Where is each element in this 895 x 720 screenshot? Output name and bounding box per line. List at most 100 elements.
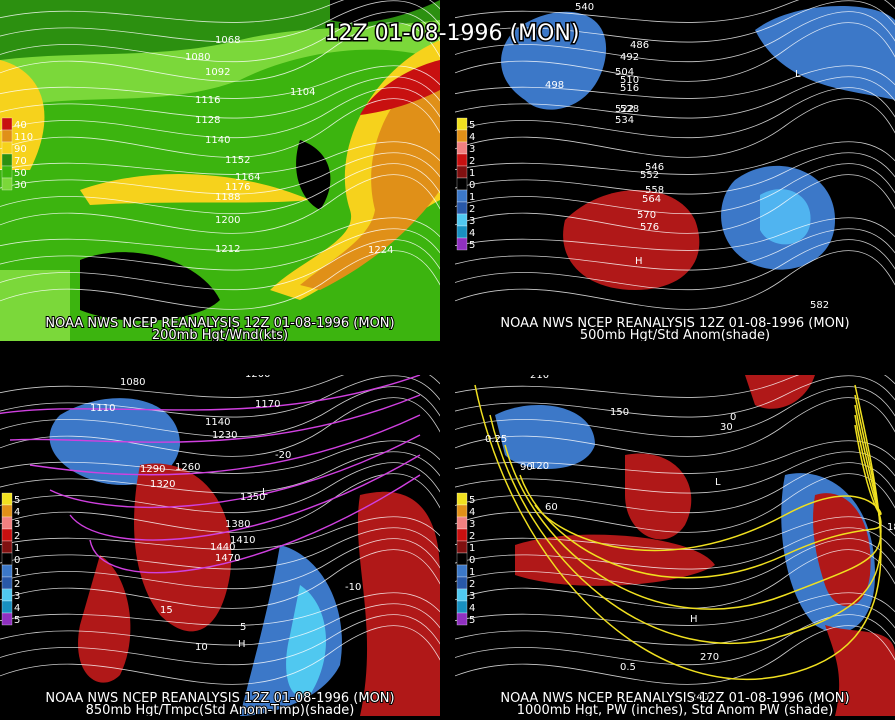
- legend-label: 5: [14, 495, 20, 506]
- contour-line: [0, 592, 440, 626]
- contour-line: [0, 76, 440, 119]
- contour-line: [0, 538, 440, 590]
- legend-swatch: [456, 177, 468, 191]
- contour-label: 1110: [90, 403, 115, 414]
- panel-source: NOAA NWS NCEP REANALYSIS 12Z 01-08-1996 …: [45, 316, 394, 331]
- contour-line: [0, 239, 440, 291]
- legend-label: 5: [469, 120, 475, 131]
- legend-label: 4: [14, 507, 20, 518]
- contour-line: [0, 65, 440, 99]
- legend-label: 40: [14, 120, 27, 131]
- panel-source: NOAA NWS NCEP REANALYSIS 12Z 01-08-1996 …: [45, 691, 394, 706]
- legend-swatch: [456, 552, 468, 566]
- contour-label: 528: [620, 104, 639, 115]
- isotherm: [29, 414, 421, 476]
- contour-label: 1440: [210, 542, 235, 553]
- legend-swatch: [456, 189, 468, 203]
- contour-line: [0, 152, 440, 195]
- contour-label: H: [238, 639, 246, 650]
- contour-label: 582: [810, 300, 829, 311]
- contour-label: L: [262, 487, 268, 498]
- contour-line: [455, 386, 895, 438]
- contour-line: [455, 527, 895, 570]
- contour-label: 534: [615, 115, 634, 126]
- pw-contour: [534, 424, 882, 552]
- legend-swatch: [1, 540, 13, 554]
- legend-swatch: [456, 600, 468, 614]
- legend-label: 2: [14, 579, 20, 590]
- isotherm: [89, 474, 421, 574]
- isotherm: [0, 375, 421, 415]
- contour-line: [0, 516, 440, 550]
- legend-label: 5: [469, 495, 475, 506]
- contour-label: 1080: [120, 377, 145, 388]
- legend-label: 1: [469, 543, 475, 554]
- legend-swatch: [456, 165, 468, 179]
- contour-line: [0, 217, 440, 251]
- contour-label: 1200: [245, 369, 270, 380]
- legend-label: 0: [469, 180, 475, 191]
- legend-swatch: [1, 165, 13, 179]
- legend-label: 4: [469, 603, 475, 614]
- contour-label: 1068: [215, 35, 240, 46]
- contour-line: [0, 141, 440, 175]
- legend-swatch: [456, 237, 468, 251]
- contour-label: 1350: [240, 492, 265, 503]
- contour-line: [0, 549, 440, 609]
- legend-label: 90: [14, 144, 27, 155]
- contour-label: 120: [530, 461, 549, 472]
- legend-swatch: [456, 576, 468, 590]
- legend-label: 1: [469, 192, 475, 203]
- legend-swatch: [456, 213, 468, 227]
- legend-label: 4: [469, 507, 475, 518]
- contour-label: L: [795, 69, 801, 80]
- contour-label: 1410: [230, 535, 255, 546]
- contour-line: [455, 87, 895, 139]
- legend-label: 4: [14, 603, 20, 614]
- legend-swatch: [456, 117, 468, 131]
- legend-swatch: [456, 201, 468, 215]
- contour-label: 510: [620, 75, 639, 86]
- legend-swatch: [1, 612, 13, 626]
- legend-label: 70: [14, 156, 27, 167]
- contour-label: 516: [620, 83, 639, 94]
- contour-label: -20: [275, 450, 291, 461]
- legend-swatch: [1, 504, 13, 518]
- contour-label: H: [690, 614, 698, 625]
- panel-850mb: 5432101234510801110114011701200123012601…: [0, 367, 440, 716]
- contour-line: [0, 451, 440, 494]
- legend-label: 3: [469, 144, 475, 155]
- legend-swatch: [456, 504, 468, 518]
- contour-label: -30: [160, 367, 176, 378]
- contour-label: 240: [690, 692, 709, 703]
- contour-label: 1104: [290, 87, 315, 98]
- legend-swatch: [1, 141, 13, 155]
- contour-label: 1212: [215, 244, 240, 255]
- contour-label: 1380: [225, 519, 250, 530]
- contour-line: [0, 462, 440, 514]
- legend-swatch: [1, 516, 13, 530]
- contour-line: [0, 440, 440, 474]
- contour-line: [0, 250, 440, 310]
- legend-swatch: [456, 528, 468, 542]
- contour-label: 270: [700, 652, 719, 663]
- legend-label: 3: [14, 519, 20, 530]
- legend-swatch: [1, 552, 13, 566]
- legend-swatch: [1, 492, 13, 506]
- contour-label: 1164: [235, 172, 260, 183]
- legend-swatch: [1, 129, 13, 143]
- contour-label: 1200: [215, 215, 240, 226]
- contour-line: [0, 163, 440, 215]
- legend-label: 2: [469, 156, 475, 167]
- contour-label: 1140: [205, 417, 230, 428]
- contour-label: 0.25: [485, 434, 507, 445]
- contour-label: 1080: [185, 52, 210, 63]
- contour-line: [0, 375, 440, 418]
- contour-line: [455, 549, 895, 609]
- contour-label: 1140: [205, 135, 230, 146]
- legend-label: 3: [469, 216, 475, 227]
- legend-swatch: [1, 600, 13, 614]
- contour-label: 1188: [215, 192, 240, 203]
- panel-caption: 200mb Hgt/Wnd(kts): [152, 328, 288, 343]
- legend-label: 2: [14, 531, 20, 542]
